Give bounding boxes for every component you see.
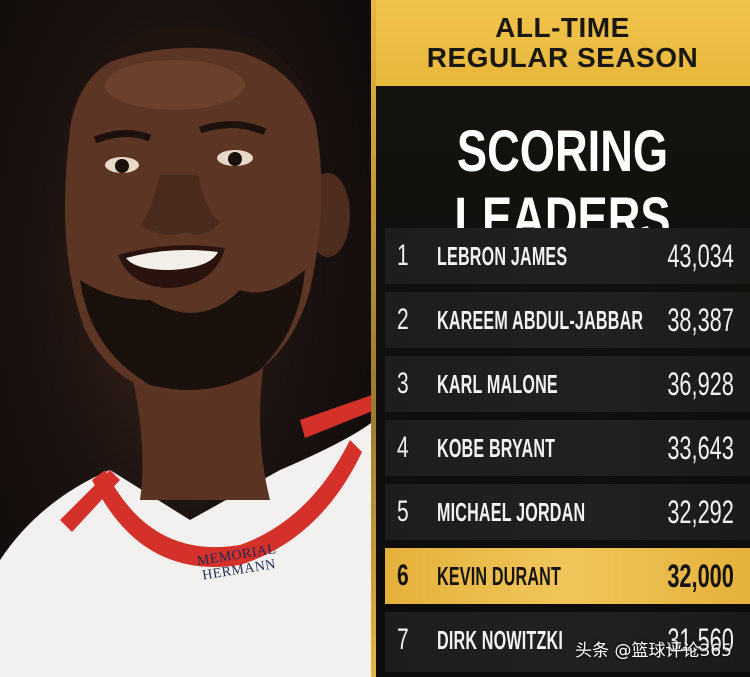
leader-points: 32,000 [667, 558, 734, 594]
leader-name: KEVIN DURANT [437, 561, 562, 591]
leader-points: 32,292 [667, 494, 734, 530]
leader-rank: 7 [397, 623, 409, 656]
source-watermark: 头条 @篮球评论365 [575, 641, 732, 661]
player-illustration [0, 25, 375, 677]
leader-rank: 6 [397, 559, 409, 592]
leader-rank: 1 [397, 239, 409, 272]
leader-points: 33,643 [667, 430, 734, 466]
leader-name: KOBE BRYANT [437, 433, 556, 463]
leader-row: 5 MICHAEL JORDAN 32,292 [385, 484, 750, 540]
leader-points: 43,034 [667, 238, 734, 274]
leader-name: KAREEM ABDUL-JABBAR [437, 305, 644, 335]
leader-name: LEBRON JAMES [437, 241, 568, 271]
leader-rank: 4 [397, 431, 409, 464]
leader-rank: 2 [397, 303, 409, 336]
leaders-panel: ALL-TIME REGULAR SEASON SCORING LEADERS … [375, 0, 750, 677]
leader-name: DIRK NOWITZKI [437, 625, 563, 655]
leader-name: MICHAEL JORDAN [437, 497, 586, 527]
panel-divider [371, 0, 376, 677]
header-line-2: REGULAR SEASON [426, 42, 699, 73]
leaders-list: 1 LEBRON JAMES 43,034 2 KAREEM ABDUL-JAB… [385, 228, 750, 672]
leader-points: 38,387 [667, 302, 734, 338]
leader-row: 4 KOBE BRYANT 33,643 [385, 420, 750, 476]
leader-row: 1 LEBRON JAMES 43,034 [385, 228, 750, 284]
leader-points: 31,560 [667, 622, 734, 658]
leader-name: KARL MALONE [437, 369, 558, 399]
leader-rank: 3 [397, 367, 409, 400]
leader-row-highlighted: 6 KEVIN DURANT 32,000 [385, 548, 750, 604]
leader-row: 7 DIRK NOWITZKI 31,560 [385, 612, 750, 672]
leader-points: 36,928 [667, 366, 734, 402]
leader-row: 2 KAREEM ABDUL-JABBAR 38,387 [385, 292, 750, 348]
header-line-1: ALL-TIME [495, 12, 630, 43]
header-band: ALL-TIME REGULAR SEASON [375, 0, 750, 86]
leader-rank: 5 [397, 495, 409, 528]
player-photo: MEMORIAL HERMANN [0, 0, 375, 677]
leader-row: 3 KARL MALONE 36,928 [385, 356, 750, 412]
